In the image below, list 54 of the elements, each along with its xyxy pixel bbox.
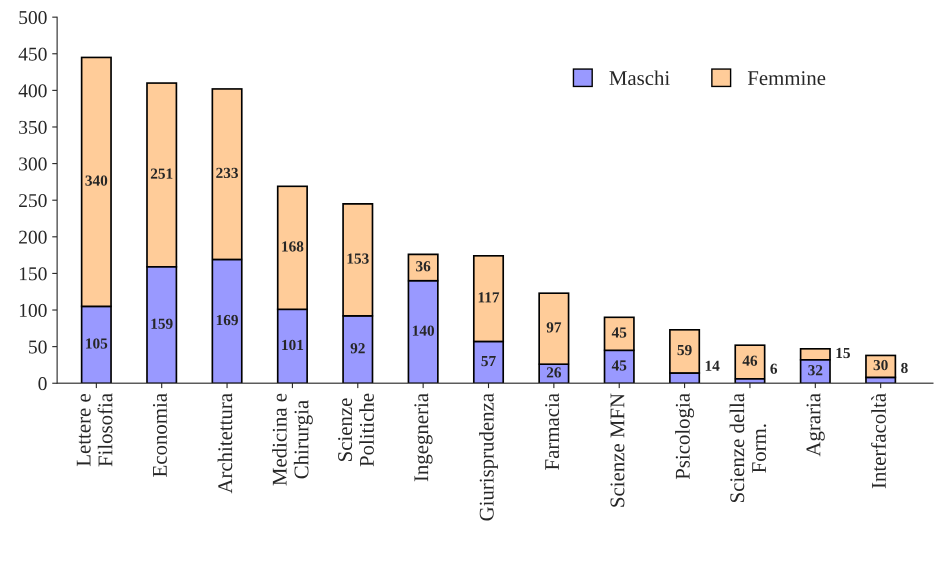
- x-tick-label: Economia: [152, 393, 167, 477]
- data-label: 92: [350, 343, 365, 354]
- data-label: 36: [416, 261, 430, 272]
- data-label: 45: [612, 327, 626, 338]
- data-label: 32: [808, 365, 822, 376]
- y-tick-label: 50: [29, 340, 47, 354]
- x-tick-label: Ingegneria: [414, 393, 433, 482]
- data-label: 105: [86, 338, 108, 349]
- x-tick-label: Interfacoltà: [871, 393, 886, 488]
- x-tick-label: Scienze della Form.: [730, 393, 766, 502]
- data-label: 26: [546, 367, 562, 378]
- legend-label: Femmine: [748, 71, 826, 86]
- data-label: 6: [770, 364, 778, 374]
- data-label: 251: [150, 168, 172, 179]
- x-tick-label: Scienze MFN: [610, 393, 624, 507]
- y-tick-label: 100: [20, 304, 47, 317]
- data-label: 169: [216, 314, 238, 326]
- data-label: 117: [478, 292, 500, 302]
- x-tick-label: Medicina e Chirurgia: [272, 394, 313, 486]
- y-tick-label: 0: [38, 377, 47, 390]
- y-tick-label: 350: [19, 120, 47, 134]
- y-tick-label: 500: [19, 10, 47, 24]
- data-label: 46: [742, 356, 758, 366]
- x-tick-label: Farmacia: [545, 393, 560, 470]
- data-label: 340: [85, 175, 108, 186]
- bar: [865, 354, 896, 378]
- data-label: 57: [481, 356, 496, 366]
- x-tick-label: Agraria: [806, 393, 825, 456]
- data-label: 8: [901, 362, 908, 374]
- x-tick-label: Psicologia: [675, 393, 694, 480]
- y-tick-label: 400: [18, 84, 47, 98]
- data-label: 233: [216, 168, 238, 178]
- y-tick-label: 200: [19, 230, 47, 244]
- y-tick-label: 250: [19, 194, 47, 208]
- data-label: 97: [546, 322, 562, 333]
- data-label: 45: [612, 360, 626, 371]
- data-label: 59: [678, 344, 692, 356]
- x-tick-label: Architettura: [218, 393, 232, 494]
- data-label: 30: [874, 360, 888, 370]
- data-label: 101: [282, 340, 304, 350]
- x-tick-label: Scienze Politiche: [338, 394, 374, 466]
- y-tick-label: 150: [20, 267, 47, 280]
- x-tick-label: Giurisprudenza: [479, 393, 498, 521]
- legend-label: Maschi: [609, 70, 670, 86]
- x-tick-label: Lettere e Filosofia: [76, 393, 112, 466]
- y-tick-label: 450: [18, 48, 47, 61]
- data-label: 15: [836, 348, 850, 358]
- y-tick-label: 300: [19, 157, 47, 171]
- data-label: 140: [412, 326, 434, 336]
- data-label: 153: [348, 253, 369, 264]
- data-label: 14: [706, 360, 720, 371]
- data-label: 168: [282, 241, 304, 252]
- data-label: 159: [151, 318, 173, 329]
- bar: [734, 344, 766, 380]
